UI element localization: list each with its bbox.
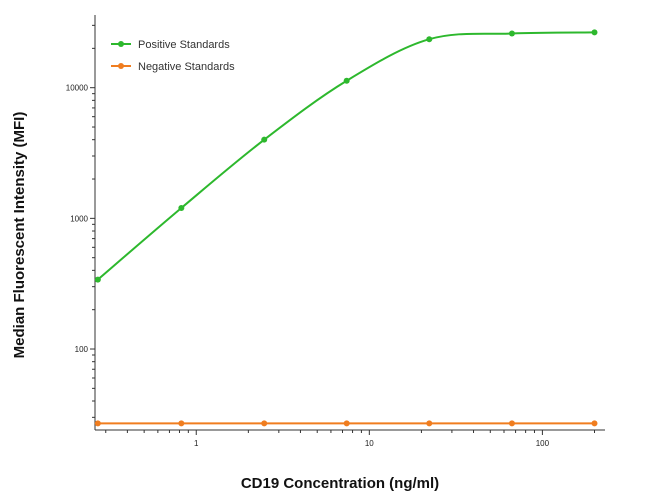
data-point-series-0 — [508, 30, 515, 37]
plot-area: 100 1000 10000 1 10 100 — [66, 15, 605, 448]
x-tick-label: 10 — [365, 439, 374, 448]
data-point-series-1 — [426, 420, 433, 427]
y-axis-title: Median Fluorescent Intensity (MFI) — [11, 112, 28, 359]
y-tick-label: 1000 — [70, 214, 88, 223]
x-tick-label: 100 — [536, 439, 550, 448]
legend-marker-positive — [118, 41, 124, 47]
data-point-series-1 — [261, 420, 268, 427]
y-ticks: 100 1000 10000 — [66, 24, 95, 418]
data-point-series-1 — [343, 420, 350, 427]
series-layer — [94, 29, 598, 427]
data-point-series-1 — [508, 420, 515, 427]
data-point-series-0 — [426, 36, 433, 43]
data-point-series-1 — [178, 420, 185, 427]
data-point-series-0 — [94, 276, 101, 283]
data-point-series-1 — [591, 420, 598, 427]
y-tick-label: 100 — [75, 345, 89, 354]
legend-label-positive: Positive Standards — [138, 39, 230, 51]
data-point-series-1 — [94, 420, 101, 427]
y-tick-label: 10000 — [66, 84, 89, 93]
legend-item-negative: Negative Standards — [111, 61, 235, 73]
data-point-series-0 — [591, 29, 598, 36]
legend-item-positive: Positive Standards — [111, 39, 230, 51]
data-point-series-0 — [343, 77, 350, 84]
x-tick-label: 1 — [194, 439, 199, 448]
x-ticks: 1 10 100 — [105, 430, 595, 448]
data-point-series-0 — [178, 205, 185, 212]
x-axis-title: CD19 Concentration (ng/ml) — [241, 475, 439, 492]
legend: Positive Standards Negative Standards — [111, 39, 235, 73]
legend-marker-negative — [118, 63, 124, 69]
legend-label-negative: Negative Standards — [138, 61, 235, 73]
data-point-series-0 — [261, 136, 268, 143]
